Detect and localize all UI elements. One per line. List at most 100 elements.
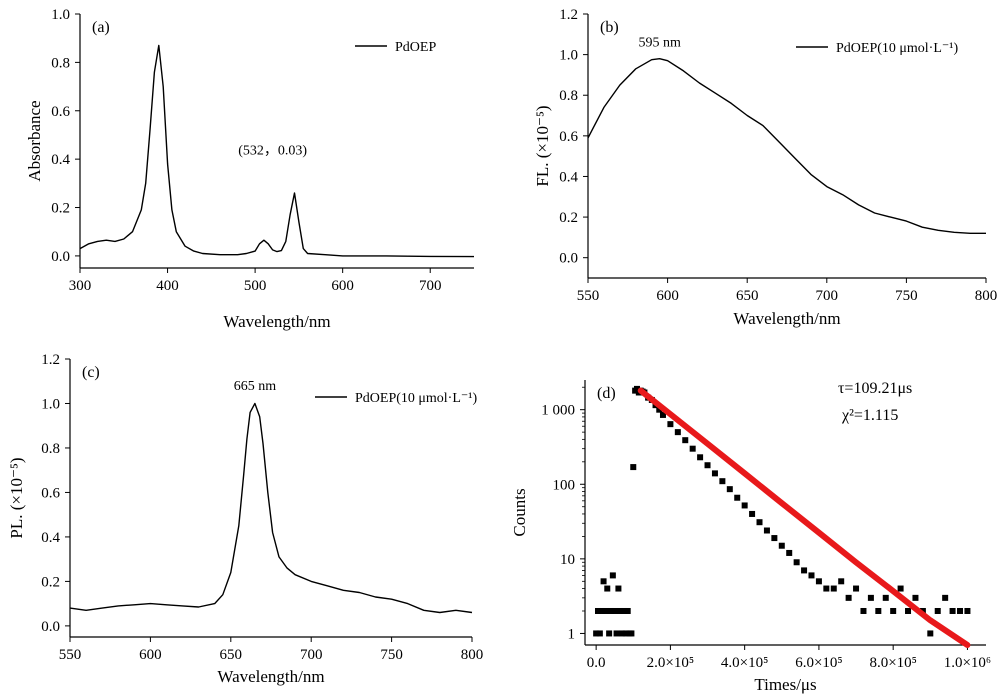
y-tick-label: 1.0 bbox=[41, 396, 60, 412]
data-point bbox=[711, 470, 718, 477]
data-point bbox=[615, 585, 622, 592]
y-tick-label: 0.4 bbox=[41, 530, 60, 546]
data-point bbox=[934, 607, 941, 614]
data-point bbox=[786, 549, 793, 556]
data-point bbox=[749, 510, 756, 517]
y-tick-label: 10 bbox=[560, 552, 575, 568]
data-point bbox=[882, 594, 889, 601]
data-point bbox=[830, 585, 837, 592]
data-point bbox=[609, 572, 616, 579]
data-point bbox=[815, 578, 822, 585]
y-tick-label: 1 bbox=[568, 626, 576, 642]
x-tick-label: 550 bbox=[577, 288, 600, 304]
x-tick-label: 600 bbox=[139, 647, 162, 663]
y-tick-label: 0.4 bbox=[51, 152, 70, 168]
data-point bbox=[596, 630, 603, 637]
y-tick-label: 0.6 bbox=[559, 129, 578, 145]
x-tick-label: 300 bbox=[69, 278, 92, 294]
panel-b-fluorescence-chart: 550 600 650 700 750 800 0.0 0.2 0.4 0.6 0.8 1.0 1.2 W… bbox=[533, 7, 997, 328]
x-tick-label: 650 bbox=[220, 647, 243, 663]
data-point bbox=[611, 607, 618, 614]
y-tick-label: 0.4 bbox=[559, 169, 578, 185]
data-point bbox=[633, 385, 640, 392]
data-point bbox=[734, 494, 741, 501]
data-point bbox=[964, 607, 971, 614]
data-point bbox=[942, 594, 949, 601]
data-point bbox=[771, 535, 778, 542]
chi-squared-annotation: χ²=1.115 bbox=[841, 407, 898, 424]
data-point bbox=[853, 585, 860, 592]
data-point bbox=[606, 630, 613, 637]
data-point bbox=[927, 630, 934, 637]
series-line bbox=[587, 58, 986, 235]
data-point bbox=[622, 630, 629, 637]
data-point bbox=[674, 429, 681, 436]
y-axis-title: PL. (×10⁻⁵) bbox=[7, 457, 26, 538]
x-tick-label: 650 bbox=[736, 288, 759, 304]
panel-c-photoluminescence-chart: 550 600 650 700 750 800 0.0 0.2 0.4 0.6 0.8 1.0 1.2 W… bbox=[7, 352, 483, 686]
data-point bbox=[704, 462, 711, 469]
data-point bbox=[890, 607, 897, 614]
y-tick-label: 0.8 bbox=[51, 55, 70, 71]
legend-entry: PdOEP bbox=[395, 40, 436, 55]
series-line bbox=[79, 44, 475, 258]
y-tick-label: 0.0 bbox=[41, 619, 60, 635]
y-tick-label: 0.8 bbox=[41, 441, 60, 457]
x-tick-label: 800 bbox=[461, 647, 484, 663]
data-point bbox=[957, 607, 964, 614]
data-point bbox=[697, 454, 704, 461]
y-tick-label: 0.2 bbox=[41, 574, 60, 590]
data-point bbox=[607, 607, 614, 614]
peak-annotation: (532，0.03) bbox=[238, 143, 307, 158]
y-tick-label: 100 bbox=[553, 477, 576, 493]
peak-annotation: 595 nm bbox=[638, 35, 681, 50]
peak-annotation: 665 nm bbox=[234, 379, 277, 394]
y-tick-label: 0.6 bbox=[51, 104, 70, 120]
x-tick-label: 500 bbox=[244, 278, 267, 294]
y-tick-label: 0.8 bbox=[559, 88, 578, 104]
data-point bbox=[593, 630, 600, 637]
x-tick-label: 1.0×10⁶ bbox=[944, 655, 991, 671]
y-tick-label: 1.0 bbox=[559, 48, 578, 64]
data-point bbox=[598, 607, 605, 614]
x-tick-label: 700 bbox=[419, 278, 442, 294]
data-point bbox=[905, 607, 912, 614]
data-point bbox=[949, 607, 956, 614]
x-axis-title: Wavelength/nm bbox=[217, 667, 324, 686]
x-tick-label: 400 bbox=[156, 278, 179, 294]
series-line bbox=[69, 402, 473, 614]
data-point bbox=[801, 567, 808, 574]
data-point bbox=[719, 478, 726, 485]
data-point bbox=[823, 585, 830, 592]
x-tick-label: 700 bbox=[816, 288, 839, 304]
data-point bbox=[867, 594, 874, 601]
x-tick-label: 4.0×10⁵ bbox=[721, 655, 768, 671]
data-point bbox=[756, 519, 763, 526]
data-point bbox=[689, 445, 696, 452]
y-tick-label: 1.2 bbox=[41, 352, 60, 368]
x-tick-label: 550 bbox=[59, 647, 82, 663]
x-tick-label: 0.0 bbox=[587, 655, 606, 671]
x-tick-label: 8.0×10⁵ bbox=[869, 655, 916, 671]
y-tick-label: 0.2 bbox=[559, 210, 578, 226]
x-tick-label: 600 bbox=[656, 288, 679, 304]
panel-d-decay-chart: 0.0 2.0×10⁵ 4.0×10⁵ 6.0×10⁵ 8.0×10⁵ 1.0×10⁶ 1 1… bbox=[510, 380, 991, 694]
y-tick-label: 1.0 bbox=[51, 7, 70, 23]
data-point bbox=[763, 527, 770, 534]
data-point bbox=[617, 607, 624, 614]
y-tick-label: 0.2 bbox=[51, 201, 70, 217]
x-axis-title: Wavelength/nm bbox=[223, 312, 330, 331]
x-tick-label: 600 bbox=[331, 278, 354, 294]
panel-label: (a) bbox=[92, 19, 110, 36]
data-point bbox=[726, 486, 733, 493]
data-point bbox=[613, 630, 620, 637]
y-tick-label: 1 000 bbox=[541, 403, 575, 419]
legend-entry: PdOEP(10 μmol·L⁻¹) bbox=[355, 391, 477, 406]
x-tick-label: 750 bbox=[380, 647, 403, 663]
data-point bbox=[860, 607, 867, 614]
panel-a-absorbance-chart: 300 400 500 600 700 0.0 0.2 0.4 0.6 0.8 1.0 Wavelen… bbox=[25, 7, 475, 331]
data-point bbox=[659, 411, 666, 418]
tau-annotation: τ=109.21μs bbox=[838, 380, 912, 397]
data-point bbox=[620, 607, 627, 614]
